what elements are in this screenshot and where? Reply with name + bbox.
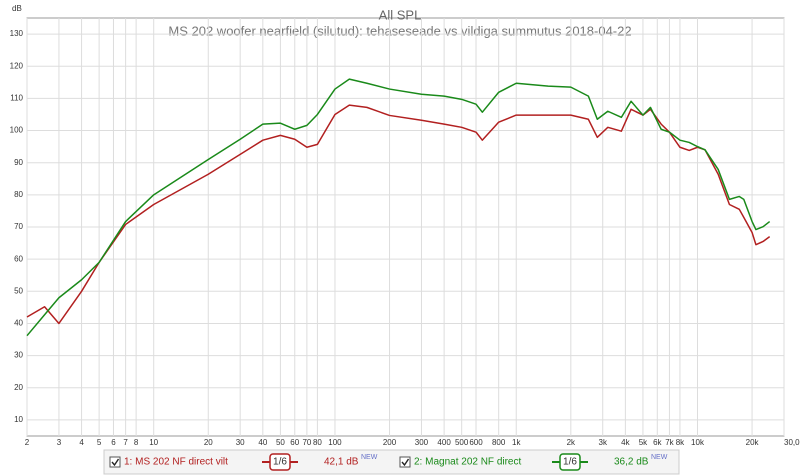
- legend-checkbox[interactable]: [399, 456, 411, 468]
- x-tick-label: 80: [313, 438, 322, 447]
- y-tick-label: 80: [14, 190, 23, 199]
- y-tick-label: 90: [14, 158, 23, 167]
- y-tick-label: 100: [10, 126, 24, 135]
- x-tick-label: 10k: [691, 438, 705, 447]
- x-tick-label: 3k: [599, 438, 608, 447]
- x-tick-label: 5: [97, 438, 102, 447]
- y-tick-label: 50: [14, 286, 23, 295]
- legend-badge: NEW: [651, 454, 668, 461]
- legend-badge: NEW: [361, 454, 378, 461]
- x-tick-label: 2k: [567, 438, 576, 447]
- chart-title: All SPL: [379, 7, 422, 22]
- legend-checkbox[interactable]: [109, 456, 121, 468]
- x-tick-label: 50: [276, 438, 285, 447]
- y-axis-label: dB: [12, 4, 22, 13]
- legend-smoothing-box[interactable]: [559, 453, 581, 471]
- legend-smoothing: 1/6: [563, 457, 577, 468]
- y-tick-label: 60: [14, 254, 23, 263]
- legend-check: [401, 458, 410, 467]
- x-tick-label: 400: [437, 438, 451, 447]
- legend-smoothing-box[interactable]: [269, 453, 291, 471]
- x-tick-label: 40: [258, 438, 267, 447]
- x-tick-label: 7: [123, 438, 128, 447]
- x-tick-label: 5k: [639, 438, 648, 447]
- x-tick-label: 20k: [746, 438, 760, 447]
- y-tick-label: 30: [14, 351, 23, 360]
- x-tick-label: 300: [415, 438, 429, 447]
- x-tick-label: 3: [57, 438, 62, 447]
- legend-label: 1: MS 202 NF direct vilt: [124, 457, 228, 468]
- y-tick-label: 20: [14, 383, 23, 392]
- y-tick-label: 120: [10, 61, 24, 70]
- y-tick-label: 110: [10, 93, 23, 102]
- x-tick-label: 20: [204, 438, 213, 447]
- x-tick-label: 2: [25, 438, 30, 447]
- x-tick-label: 600: [469, 438, 483, 447]
- x-tick-label: 200: [383, 438, 397, 447]
- x-tick-label: 70: [302, 438, 311, 447]
- legend-level: 42,1 dB: [324, 457, 359, 468]
- x-tick-label: 1k: [512, 438, 521, 447]
- y-tick-label: 10: [14, 415, 23, 424]
- y-tick-label: 40: [14, 319, 23, 328]
- legend-check: [111, 458, 120, 467]
- x-tick-label: 7k: [665, 438, 674, 447]
- chart-subtitle: MS 202 woofer nearfield (silutud): tehas…: [168, 23, 631, 38]
- y-tick-label: 70: [14, 222, 23, 231]
- x-tick-label: 6: [111, 438, 116, 447]
- series-line: [26, 78, 771, 337]
- x-tick-label: 500: [455, 438, 469, 447]
- x-tick-label: 6k: [653, 438, 662, 447]
- x-tick-label: 30: [236, 438, 245, 447]
- legend-level: 36,2 dB: [614, 457, 649, 468]
- x-tick-label: 8k: [676, 438, 685, 447]
- y-tick-label: 130: [10, 29, 24, 38]
- legend-smoothing: 1/6: [273, 457, 287, 468]
- x-tick-label: 30,0k Hz: [784, 438, 800, 447]
- grid: [26, 18, 785, 436]
- x-tick-label: 4: [79, 438, 84, 447]
- x-tick-label: 8: [134, 438, 139, 447]
- x-tick-label: 4k: [621, 438, 630, 447]
- x-tick-label: 60: [290, 438, 299, 447]
- x-tick-label: 10: [149, 438, 158, 447]
- legend-label: 2: Magnat 202 NF direct: [414, 457, 521, 468]
- x-tick-label: 100: [328, 438, 342, 447]
- x-tick-label: 800: [492, 438, 506, 447]
